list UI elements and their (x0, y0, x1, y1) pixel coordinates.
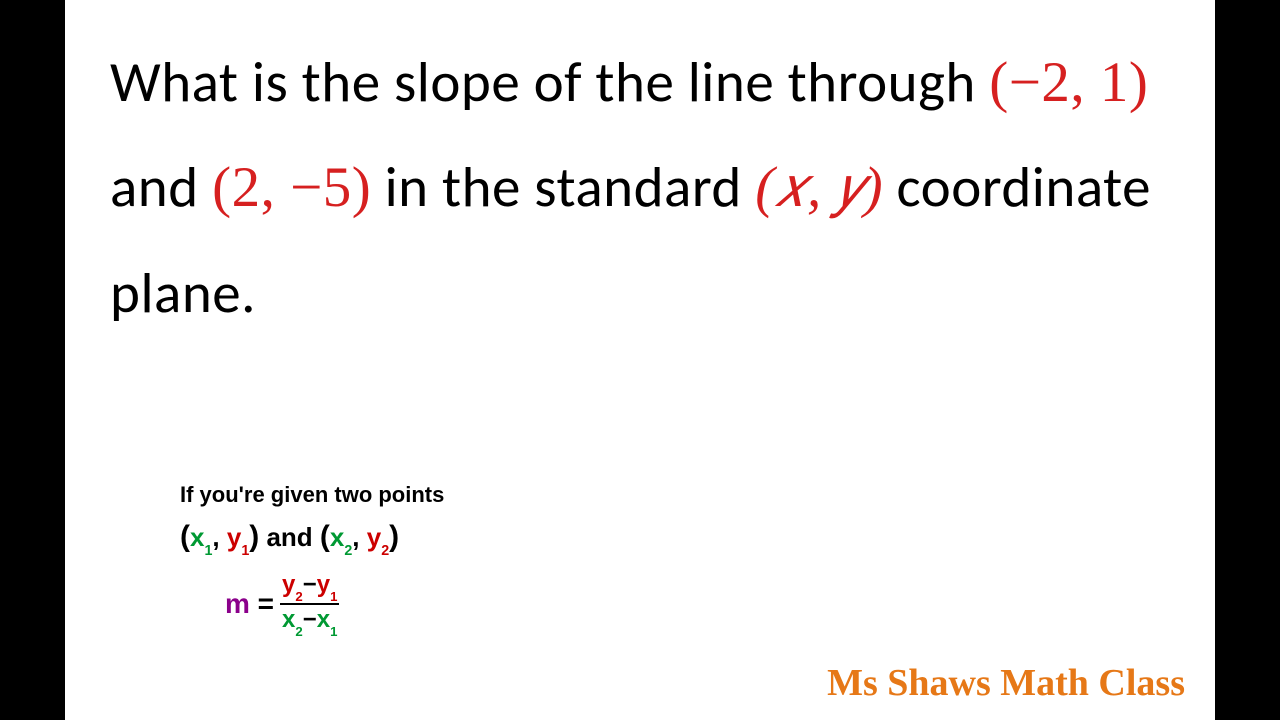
slope-formula-hint: If you're given two points (x1, y1) and … (180, 478, 444, 636)
x2: x2 (330, 522, 352, 552)
slide: What is the slope of the line through (−… (65, 0, 1215, 720)
comma-1: , (212, 522, 226, 552)
paren-close-2: ) (389, 520, 399, 553)
paren-open-1: ( (180, 520, 190, 553)
fraction: y2−y1 x2−x1 (280, 572, 339, 637)
slope-equation: m = y2−y1 x2−x1 (225, 572, 444, 637)
q-xy: (𝑥, 𝑦) (755, 156, 883, 219)
denominator: x2−x1 (280, 607, 339, 636)
q-point1: (−2, 1) (989, 51, 1148, 114)
y1: y1 (227, 522, 249, 552)
q-mid1: and (110, 153, 212, 222)
m-equals: m = (225, 583, 274, 625)
q-point2: (2, −5) (212, 156, 371, 219)
watermark: Ms Shaws Math Class (827, 661, 1185, 705)
hint-line1: If you're given two points (180, 478, 444, 511)
y2: y2 (367, 522, 389, 552)
question-text: What is the slope of the line through (−… (110, 30, 1170, 346)
q-prefix: What is the slope of the line through (110, 48, 989, 117)
numerator: y2−y1 (280, 572, 339, 601)
comma-2: , (352, 522, 366, 552)
paren-close-1: ) (249, 520, 259, 553)
paren-open-2: ( (320, 520, 330, 553)
x1: x1 (190, 522, 212, 552)
q-mid2: in the standard (371, 153, 755, 222)
hint-points: (x1, y1) and (x2, y2) (180, 515, 444, 560)
and-text: and (259, 522, 320, 552)
